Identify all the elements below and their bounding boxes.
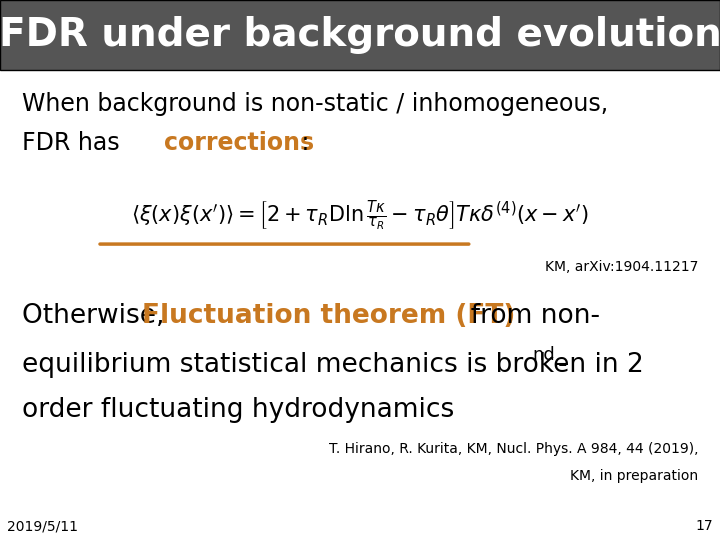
Text: equilibrium statistical mechanics is broken in 2: equilibrium statistical mechanics is bro… [22,352,644,377]
Text: from non-: from non- [454,303,600,329]
Text: FDR has: FDR has [22,131,127,155]
Text: When background is non-static / inhomogeneous,: When background is non-static / inhomoge… [22,92,608,116]
Text: nd: nd [533,346,556,364]
Text: KM, in preparation: KM, in preparation [570,469,698,483]
Text: order fluctuating hydrodynamics: order fluctuating hydrodynamics [22,397,454,423]
Text: $\langle \xi(x)\xi(x') \rangle = \left[2 + \tau_R \mathrm{D} \ln \frac{T\kappa}{: $\langle \xi(x)\xi(x') \rangle = \left[2… [131,199,589,233]
Text: KM, arXiv:1904.11217: KM, arXiv:1904.11217 [545,260,698,274]
FancyBboxPatch shape [0,0,720,70]
Text: T. Hirano, R. Kurita, KM, Nucl. Phys. A 984, 44 (2019),: T. Hirano, R. Kurita, KM, Nucl. Phys. A … [329,442,698,456]
Text: -: - [558,352,567,377]
Text: 2019/5/11: 2019/5/11 [7,519,78,534]
Text: FDR under background evolution: FDR under background evolution [0,16,720,54]
Text: Otherwise,: Otherwise, [22,303,173,329]
Text: Fluctuation theorem (FT): Fluctuation theorem (FT) [142,303,516,329]
Text: 17: 17 [696,519,713,534]
Text: :: : [294,131,309,155]
Text: corrections: corrections [164,131,315,155]
